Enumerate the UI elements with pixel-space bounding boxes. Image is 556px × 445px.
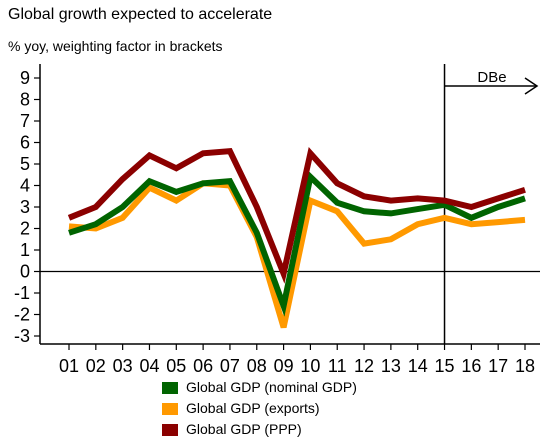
- y-tick-label: 5: [20, 154, 30, 174]
- y-tick-label: 0: [20, 262, 30, 282]
- x-tick-label: 03: [113, 356, 133, 376]
- legend-item-nominal: Global GDP (nominal GDP): [162, 377, 357, 398]
- x-tick-label: 18: [515, 356, 535, 376]
- legend-label-ppp: Global GDP (PPP): [186, 421, 302, 437]
- x-tick-label: 05: [166, 356, 186, 376]
- legend-label-nominal: Global GDP (nominal GDP): [186, 379, 357, 395]
- series-line-0: [68, 170, 526, 317]
- x-tick-label: 10: [300, 356, 320, 376]
- x-tick-label: 13: [381, 356, 401, 376]
- x-tick-label: 08: [247, 356, 267, 376]
- x-tick-label: 04: [139, 356, 159, 376]
- legend-swatch-nominal: [162, 381, 178, 394]
- chart-title: Global growth expected to accelerate: [8, 6, 273, 23]
- forecast-label: DBe: [477, 69, 506, 86]
- x-tick-label: 12: [354, 356, 374, 376]
- y-tick-label: 3: [20, 197, 30, 217]
- forecast-arrow-head: [524, 77, 539, 95]
- y-tick-label: 7: [20, 111, 30, 131]
- y-tick-label: -2: [14, 305, 30, 325]
- chart-legend: Global GDP (nominal GDP) Global GDP (exp…: [162, 377, 357, 440]
- legend-swatch-ppp: [162, 423, 178, 436]
- legend-swatch-exports: [162, 402, 178, 415]
- series-line-2: [67, 146, 526, 284]
- x-tick-label: 11: [328, 356, 347, 376]
- y-tick-label: -3: [14, 326, 30, 346]
- x-tick-label: 14: [408, 356, 428, 376]
- chart-subtitle: % yoy, weighting factor in brackets: [8, 38, 223, 54]
- x-tick-label: 15: [435, 356, 455, 376]
- x-tick-label: 06: [193, 356, 213, 376]
- x-tick-label: 02: [86, 356, 106, 376]
- y-tick-label: 6: [20, 133, 30, 153]
- y-tick-label: -1: [14, 283, 30, 303]
- y-tick-label: 8: [20, 90, 30, 110]
- legend-item-exports: Global GDP (exports): [162, 398, 357, 419]
- x-tick-label: 16: [461, 356, 481, 376]
- legend-item-ppp: Global GDP (PPP): [162, 419, 357, 440]
- x-tick-label: 17: [488, 356, 508, 376]
- series-line-1: [68, 180, 526, 329]
- x-tick-label: 01: [59, 356, 79, 376]
- y-tick-label: 1: [20, 240, 30, 260]
- x-tick-label: 09: [274, 356, 294, 376]
- x-tick-label: 07: [220, 356, 240, 376]
- y-tick-label: 2: [20, 219, 30, 239]
- legend-label-exports: Global GDP (exports): [186, 400, 320, 416]
- y-tick-label: 9: [20, 68, 30, 88]
- y-tick-label: 4: [20, 176, 30, 196]
